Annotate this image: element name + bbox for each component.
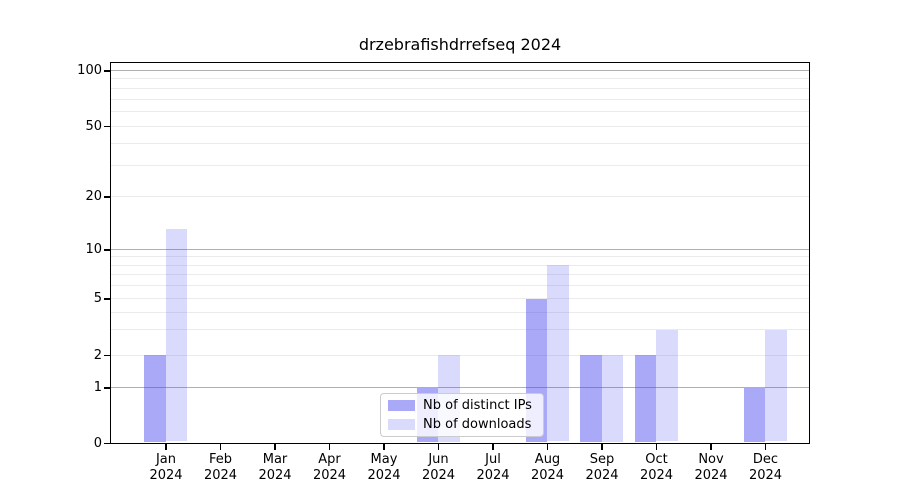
bar-downloads-oct (656, 329, 678, 442)
x-tick-mark-mar (274, 443, 276, 450)
bar-downloads-dec (765, 329, 787, 442)
gridline-major-10 (111, 249, 809, 250)
y-tick-mark-50 (104, 125, 110, 128)
legend-label-distinct-ips: Nb of distinct IPs (423, 397, 532, 413)
y-tick-mark-0 (104, 442, 110, 445)
y-tick-label-1: 1 (93, 380, 102, 395)
y-tick-mark-10 (104, 249, 110, 251)
bar-distinct-ips-sep (580, 355, 602, 442)
gridline-major-1 (111, 387, 809, 388)
bar-distinct-ips-dec (743, 387, 765, 442)
x-tick-mark-oct (655, 443, 658, 450)
x-tick-mark-nov (710, 443, 712, 450)
gridline-minor-6 (111, 285, 809, 287)
x-tick-label-apr: Apr 2024 (312, 452, 347, 483)
y-tick-label-0: 0 (93, 435, 102, 451)
gridline-minor-4 (111, 311, 809, 313)
x-tick-mark-jun (437, 443, 440, 450)
x-tick-mark-apr (328, 443, 331, 450)
gridline-minor-7 (111, 274, 809, 276)
y-tick-mark-1 (104, 387, 110, 389)
y-tick-label-50: 50 (85, 118, 102, 134)
x-tick-label-nov: Nov 2024 (694, 452, 728, 483)
bar-distinct-ips-jan (144, 355, 166, 442)
gridline-minor-5 (111, 298, 809, 299)
gridline-minor-80 (111, 87, 809, 89)
x-tick-label-jan: Jan 2024 (149, 452, 183, 483)
gridline-minor-30 (111, 164, 809, 166)
bar-downloads-aug (547, 265, 569, 442)
gridline-minor-8 (111, 264, 809, 266)
gridline-minor-40 (111, 142, 809, 144)
x-tick-mark-may (383, 443, 385, 450)
x-tick-mark-feb (219, 443, 222, 450)
x-tick-mark-sep (601, 443, 603, 450)
plot-area (110, 62, 810, 444)
bar-downloads-jan (165, 229, 187, 442)
gridline-minor-60 (111, 110, 809, 112)
y-tick-label-10: 10 (85, 242, 102, 257)
x-tick-label-may: May 2024 (367, 452, 401, 483)
y-tick-label-2: 2 (93, 347, 102, 363)
x-tick-label-oct: Oct 2024 (639, 452, 674, 483)
y-tick-mark-20 (104, 196, 110, 198)
chart-title: drzebrafishdrrefseq 2024 (358, 35, 562, 54)
x-tick-label-sep: Sep 2024 (585, 452, 619, 483)
x-tick-label-mar: Mar 2024 (258, 452, 292, 483)
gridline-minor-3 (111, 329, 809, 331)
legend-row-distinct-ips: Nb of distinct IPs (388, 398, 536, 413)
y-tick-mark-2 (104, 354, 110, 357)
x-tick-label-aug: Aug 2024 (530, 452, 565, 483)
y-tick-label-5: 5 (93, 291, 102, 306)
gridline-minor-90 (111, 78, 809, 80)
legend-row-downloads: Nb of downloads (388, 417, 536, 432)
y-tick-label-20: 20 (85, 189, 102, 204)
gridline-minor-70 (111, 98, 809, 100)
y-tick-mark-100 (104, 70, 110, 72)
y-tick-mark-5 (104, 298, 110, 300)
x-tick-mark-jan (165, 443, 167, 450)
gridline-minor-50 (111, 125, 809, 127)
x-tick-label-jul: Jul 2024 (476, 452, 510, 483)
x-tick-mark-dec (764, 443, 767, 450)
y-tick-label-100: 100 (77, 63, 102, 78)
gridline-minor-20 (111, 196, 809, 197)
bar-distinct-ips-oct (634, 355, 656, 442)
x-tick-label-dec: Dec 2024 (748, 452, 783, 483)
legend: Nb of distinct IPs Nb of downloads (380, 392, 544, 437)
legend-swatch-downloads (388, 418, 415, 430)
gridline-major-100 (111, 70, 809, 71)
x-tick-label-jun: Jun 2024 (421, 452, 456, 483)
x-tick-label-feb: Feb 2024 (203, 452, 238, 483)
x-tick-mark-jul (492, 443, 494, 450)
gridline-minor-2 (111, 354, 809, 356)
bar-downloads-sep (601, 355, 623, 442)
x-tick-mark-aug (546, 443, 549, 450)
legend-label-downloads: Nb of downloads (423, 416, 532, 432)
gridline-minor-9 (111, 256, 809, 258)
legend-swatch-distinct-ips (388, 399, 415, 411)
